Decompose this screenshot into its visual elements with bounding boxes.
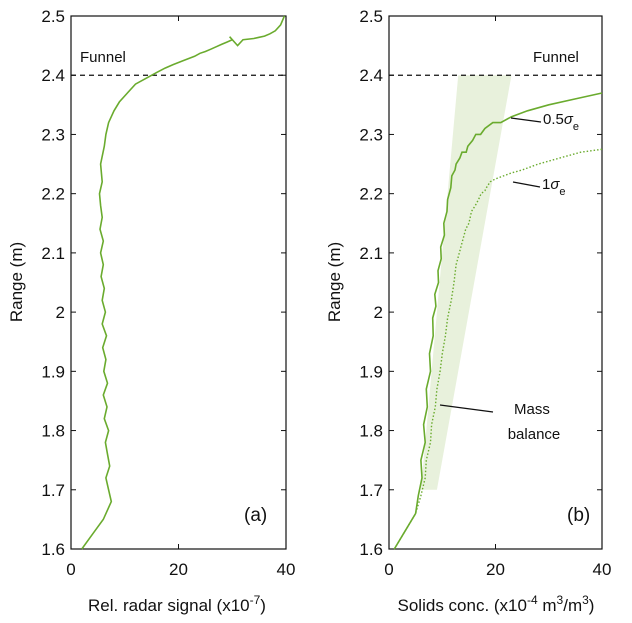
x-tick-label: 20 [486,560,505,579]
y-tick-label: 1.9 [359,362,383,381]
y-tick-label: 2 [56,303,65,322]
x-tick-label: 40 [277,560,296,579]
y-tick-label: 1.9 [41,362,65,381]
y-tick-label: 2.4 [359,66,383,85]
panel-b-0.5sigma-leader [510,117,542,123]
panel-a-letter: (a) [244,505,267,526]
panel-b-series-0.5sigma-line [393,92,603,550]
y-tick-label: 2.4 [41,66,65,85]
y-tick-label: 2.2 [359,185,383,204]
panel-b-funnel-label: Funnel [533,49,579,66]
panel-b-1sigma-label: 1σe [542,176,566,198]
x-tick-label: 0 [66,560,75,579]
panel-b-0.5sigma-label: 0.5σe [543,111,579,133]
panel-a: 1.6 1.7 1.8 1.9 2 2.1 2.2 2.3 2.4 2.5 0 20 40 Funne… [7,7,295,615]
y-tick-label: 2.5 [359,7,383,26]
panel-a-x-ticks: 0 20 40 [66,16,295,579]
panel-b-x-ticks: 0 20 40 [384,16,611,579]
y-tick-label: 2.1 [359,244,383,263]
y-tick-label: 1.6 [359,540,383,559]
x-tick-label: 20 [169,560,188,579]
panel-b-xlabel: Solids conc. (x10-4 m3/m3) [398,593,595,615]
y-tick-label: 2.3 [359,125,383,144]
y-tick-label: 2.1 [41,244,65,263]
panel-a-series-line [81,15,286,550]
y-tick-label: 2.3 [41,125,65,144]
x-tick-label: 0 [384,560,393,579]
panel-a-funnel-label: Funnel [80,49,126,66]
panel-a-ylabel: Range (m) [7,242,26,322]
y-tick-label: 1.8 [359,422,383,441]
y-tick-label: 2.5 [41,7,65,26]
panel-a-xlabel: Rel. radar signal (x10-7) [88,593,266,615]
panel-b-ylabel: Range (m) [325,242,344,322]
y-tick-label: 1.7 [41,481,65,500]
panel-b-y-ticks: 1.6 1.7 1.8 1.9 2 2.1 2.2 2.3 2.4 2.5 [359,7,602,559]
y-tick-label: 2.2 [41,185,65,204]
panel-b: 1.6 1.7 1.8 1.9 2 2.1 2.2 2.3 2.4 2.5 0 20 40 Funne… [325,7,611,615]
x-tick-label: 40 [593,560,612,579]
y-tick-label: 1.7 [359,481,383,500]
panel-b-series-1sigma-line [393,148,603,550]
panel-b-1sigma-leader [512,181,541,188]
panel-b-letter: (b) [567,505,590,526]
panel-b-mass-balance-band [420,75,512,490]
panel-a-y-ticks: 1.6 1.7 1.8 1.9 2 2.1 2.2 2.3 2.4 2.5 [41,7,286,559]
y-tick-label: 2 [374,303,383,322]
panel-b-mass-balance-label: Mass balance [508,401,561,443]
panel-b-mass-balance-leader [439,404,494,413]
y-tick-label: 1.8 [41,422,65,441]
y-tick-label: 1.6 [41,540,65,559]
